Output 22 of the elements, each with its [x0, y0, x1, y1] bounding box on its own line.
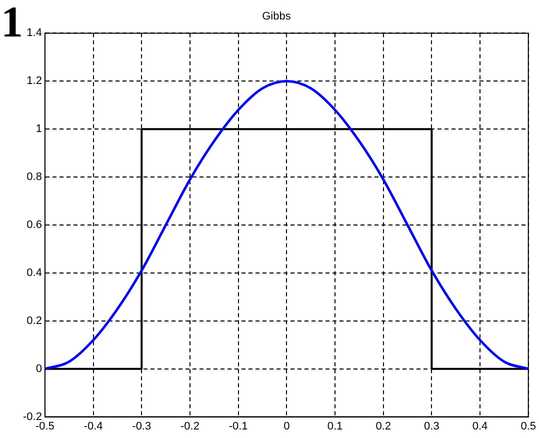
x-tick-label: -0.3 [132, 420, 152, 432]
y-tick-label: 0.2 [26, 314, 42, 327]
x-tick-label: 0.1 [327, 420, 343, 432]
chart-title: Gibbs [262, 10, 292, 23]
y-tick-label: 1 [36, 123, 42, 136]
y-tick-label: 0.4 [26, 266, 42, 279]
y-tick-label: 1.2 [26, 75, 42, 88]
x-tick-label: -0.1 [228, 420, 248, 432]
x-tick-label: 0 [284, 420, 290, 432]
x-tick-label: 0.4 [472, 420, 488, 432]
x-tick-label: -0.2 [180, 420, 200, 432]
y-tick-label: -0.2 [22, 410, 42, 423]
y-tick-label: 0.8 [26, 171, 42, 184]
x-tick-label: 0.5 [520, 420, 536, 432]
y-tick-label: 0.6 [26, 219, 42, 232]
y-tick-label: 1.4 [26, 27, 42, 40]
x-tick-label: -0.5 [35, 420, 54, 432]
x-tick-label: 0.2 [376, 420, 391, 432]
x-tick-label: -0.4 [84, 420, 103, 432]
line-series [44, 80, 528, 370]
x-tick-label: 0.3 [424, 420, 440, 432]
y-tick-label: 0 [36, 362, 42, 375]
